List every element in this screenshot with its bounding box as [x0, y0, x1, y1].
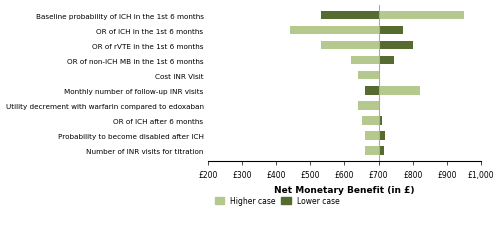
X-axis label: Net Monetary Benefit (in £): Net Monetary Benefit (in £) — [274, 185, 414, 194]
Bar — [365, 132, 378, 140]
Bar — [365, 147, 378, 155]
Bar — [378, 12, 464, 20]
Bar — [362, 117, 378, 125]
Bar — [320, 12, 378, 20]
Bar — [378, 72, 380, 80]
Bar — [378, 117, 382, 125]
Bar — [378, 147, 384, 155]
Bar — [365, 87, 378, 95]
Bar — [378, 27, 402, 35]
Bar — [378, 102, 380, 110]
Bar — [378, 87, 420, 95]
Bar — [290, 27, 378, 35]
Bar — [378, 57, 394, 65]
Legend: Higher case, Lower case: Higher case, Lower case — [212, 193, 342, 208]
Bar — [358, 102, 378, 110]
Bar — [352, 57, 378, 65]
Bar — [378, 132, 386, 140]
Bar — [320, 42, 378, 50]
Bar — [358, 72, 378, 80]
Bar — [378, 42, 413, 50]
